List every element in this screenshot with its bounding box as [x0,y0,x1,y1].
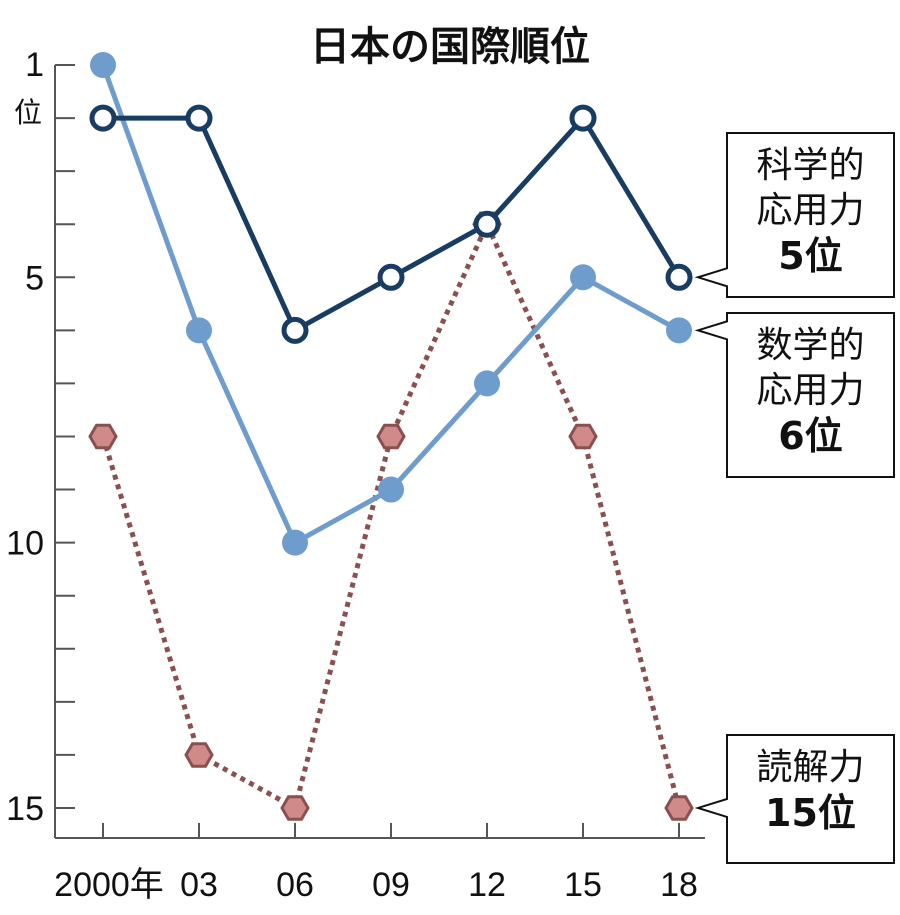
data-point [88,423,118,450]
data-point [186,317,212,344]
data-point [666,317,692,344]
data-point [281,316,309,344]
x-tick-label: 12 [468,866,506,904]
x-tick-label: 18 [660,866,698,904]
label-box [694,132,895,298]
data-point [665,263,693,291]
data-point [280,795,310,821]
x-tick-label: 2000年 [54,866,164,904]
x-tick-label: 06 [276,866,314,904]
x-tick-label: 03 [180,866,218,904]
series-name: 応用力 [756,190,864,231]
data-point [664,795,694,821]
data-point [378,476,404,503]
data-point [569,104,597,132]
y-tick-label: 15 [6,790,44,828]
series-0 [89,104,693,344]
data-point [473,210,501,238]
data-point [570,264,596,291]
series-rank: 5位 [778,234,842,278]
series-name: 数学的 [756,325,864,366]
series-2 [88,211,694,821]
series-1 [90,52,692,556]
x-tick-label: 15 [564,866,602,904]
y-tick-label: 10 [6,525,44,563]
series-rank: 6位 [778,414,842,458]
data-point [90,52,116,78]
data-point [377,263,405,291]
data-point [474,370,500,397]
series-name: 科学的 [756,145,864,186]
series-rank: 15位 [765,791,856,835]
y-tick-label: 5 [25,259,44,297]
data-point [184,742,214,768]
y-axis-unit: 位 [14,96,42,129]
series-name: 応用力 [756,370,864,411]
label-box [694,312,895,478]
series-line [100,221,682,811]
label-box [694,734,895,864]
series-name: 読解力 [756,747,864,788]
data-point [282,529,308,556]
data-point [376,423,406,450]
data-point [568,423,598,450]
data-point [185,104,213,132]
y-tick-label: 1 [25,46,44,84]
x-tick-label: 09 [372,866,410,904]
data-point [89,104,117,132]
chart-title: 日本の国際順位 [310,24,590,70]
series-layer [88,52,694,821]
